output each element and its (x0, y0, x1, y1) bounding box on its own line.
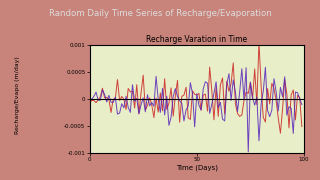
Text: Recharge/Evapo (m/day): Recharge/Evapo (m/day) (15, 57, 20, 134)
X-axis label: Time (Days): Time (Days) (176, 165, 218, 171)
Text: Random Daily Time Series of Recharge/Evaporation: Random Daily Time Series of Recharge/Eva… (49, 9, 271, 18)
Title: Recharge Varation in Time: Recharge Varation in Time (146, 35, 247, 44)
